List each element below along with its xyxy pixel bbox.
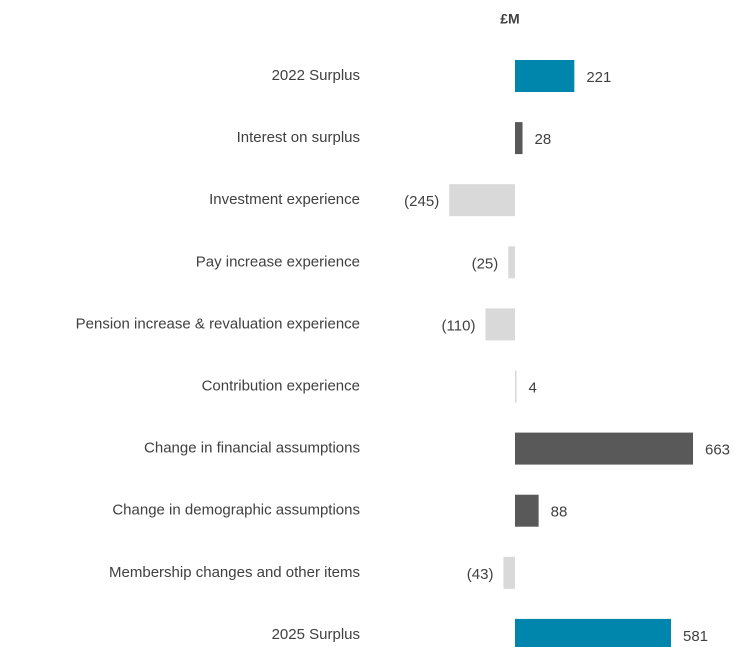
category-label: Change in demographic assumptions	[112, 502, 360, 519]
value-label: (245)	[404, 193, 439, 210]
category-label: Membership changes and other items	[109, 564, 360, 581]
category-label: Pay increase experience	[196, 253, 360, 270]
bar	[503, 556, 515, 589]
category-label: 2022 Surplus	[272, 67, 360, 84]
value-label: 4	[529, 379, 537, 396]
value-label: (25)	[472, 255, 499, 272]
value-label: 221	[586, 69, 611, 86]
bar	[515, 60, 575, 92]
category-label: Interest on surplus	[237, 129, 360, 146]
bar	[515, 432, 694, 465]
bar	[515, 370, 517, 403]
value-label: 28	[535, 131, 552, 148]
bar	[515, 618, 671, 647]
category-label: Change in financial assumptions	[144, 440, 360, 457]
bar	[485, 308, 515, 341]
bar	[449, 184, 515, 217]
value-label: 581	[683, 628, 708, 645]
value-label: (110)	[442, 317, 476, 334]
value-label: 88	[551, 504, 568, 521]
category-label: Investment experience	[209, 191, 360, 208]
bar	[515, 494, 539, 527]
category-label: Contribution experience	[202, 377, 360, 394]
category-label: Pension increase & revaluation experienc…	[76, 315, 360, 332]
value-label: (43)	[467, 566, 494, 583]
unit-label: £M	[500, 11, 519, 27]
bar	[515, 122, 523, 155]
bar	[508, 246, 515, 279]
value-label: 663	[705, 442, 730, 459]
category-label: 2025 Surplus	[272, 626, 360, 643]
